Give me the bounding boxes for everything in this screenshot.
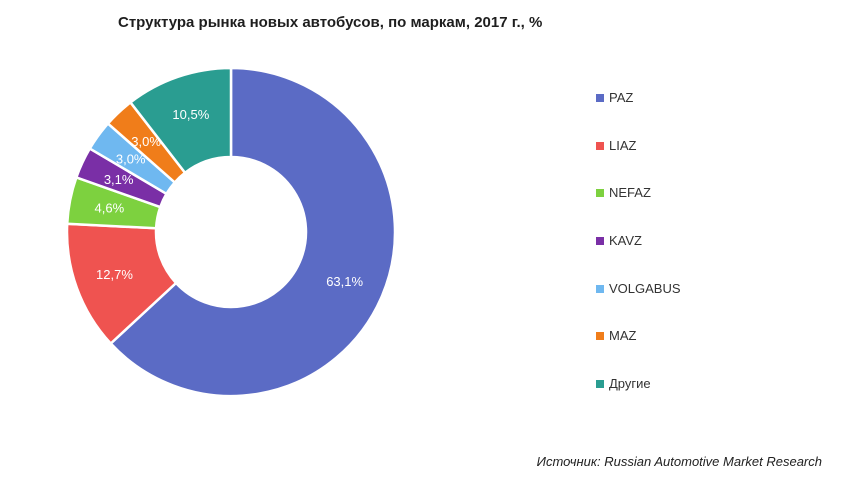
- slice-label-kavz: 3,1%: [104, 172, 134, 187]
- slice-label-другие: 10,5%: [172, 107, 209, 122]
- slice-label-nefaz: 4,6%: [95, 200, 125, 215]
- legend-item-liaz: LIAZ: [596, 138, 681, 186]
- legend-label: KAVZ: [609, 233, 642, 249]
- legend-label: VOLGABUS: [609, 280, 681, 296]
- slice-label-maz: 3,0%: [131, 134, 161, 149]
- legend-label: MAZ: [609, 328, 637, 344]
- chart-title: Структура рынка новых автобусов, по марк…: [118, 14, 543, 31]
- legend-item-другие: Другие: [596, 376, 681, 424]
- slice-label-volgabus: 3,0%: [116, 152, 146, 167]
- legend-item-maz: MAZ: [596, 328, 681, 376]
- slice-другие: [128, 66, 233, 175]
- slice-paz: [108, 66, 397, 398]
- legend-label: LIAZ: [609, 137, 637, 153]
- slice-label-paz: 63,1%: [326, 274, 363, 289]
- legend-item-paz: PAZ: [596, 90, 681, 138]
- legend-item-nefaz: NEFAZ: [596, 185, 681, 233]
- chart-legend: PAZ LIAZ NEFAZ KAVZ VOLGABUS MAZ Другие: [596, 90, 681, 424]
- legend-item-kavz: KAVZ: [596, 233, 681, 281]
- legend-swatch: [596, 189, 604, 198]
- legend-swatch: [596, 94, 604, 102]
- legend-swatch: [596, 332, 604, 341]
- legend-swatch: [596, 380, 604, 389]
- legend-swatch: [596, 237, 604, 246]
- donut-slices: [65, 66, 397, 398]
- slice-labels: 63,1% 12,7% 4,6% 3,1% 3,0% 3,0% 10,5%: [95, 107, 364, 289]
- legend-label: Другие: [609, 376, 651, 392]
- legend-swatch: [596, 284, 604, 293]
- slice-label-liaz: 12,7%: [96, 267, 133, 282]
- legend-swatch: [596, 141, 604, 150]
- source-note: Источник: Russian Automotive Market Rese…: [536, 454, 822, 469]
- legend-label: NEFAZ: [609, 185, 651, 201]
- legend-item-volgabus: VOLGABUS: [596, 281, 681, 329]
- legend-label: PAZ: [609, 90, 634, 105]
